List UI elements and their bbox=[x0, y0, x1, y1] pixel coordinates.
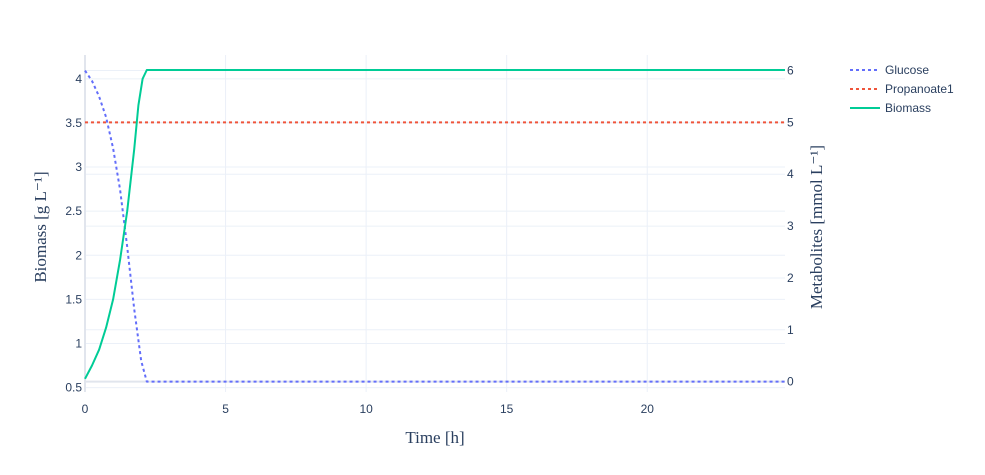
y-left-tick-label: 2 bbox=[75, 248, 82, 262]
y-right-tick-label: 2 bbox=[787, 271, 794, 285]
y-left-axis-ticks: 0.5 1 1.5 2 2.5 3 3.5 4 bbox=[65, 72, 82, 395]
legend-item-glucose[interactable]: Glucose bbox=[850, 63, 929, 77]
legend-item-biomass[interactable]: Biomass bbox=[850, 101, 931, 115]
legend-label: Propanoate1 bbox=[885, 82, 954, 96]
y-right-tick-label: 0 bbox=[787, 375, 794, 389]
y-right-tick-label: 1 bbox=[787, 323, 794, 337]
x-tick-label: 10 bbox=[359, 402, 373, 416]
y-left-tick-label: 1 bbox=[75, 336, 82, 350]
x-axis-title: Time [h] bbox=[405, 428, 464, 447]
y-left-axis-title: Biomass [g L⁻¹] bbox=[31, 171, 50, 282]
y-left-tick-label: 0.5 bbox=[65, 381, 82, 395]
y-right-tick-label: 3 bbox=[787, 219, 794, 233]
y-left-tick-label: 3.5 bbox=[65, 116, 82, 130]
x-tick-label: 20 bbox=[641, 402, 655, 416]
legend-item-propanoate1[interactable]: Propanoate1 bbox=[850, 82, 954, 96]
series-line-biomass[interactable] bbox=[84, 69, 785, 380]
legend: Glucose Propanoate1 Biomass bbox=[850, 63, 954, 115]
legend-label: Glucose bbox=[885, 63, 929, 77]
y-left-tick-label: 4 bbox=[75, 72, 82, 86]
y-right-axis-ticks: 0 1 2 3 4 5 6 bbox=[787, 64, 794, 389]
y-right-tick-label: 5 bbox=[787, 115, 794, 129]
gridlines bbox=[85, 55, 785, 392]
x-tick-label: 5 bbox=[222, 402, 229, 416]
x-tick-label: 0 bbox=[82, 402, 89, 416]
zero-lines bbox=[84, 55, 785, 392]
y-left-tick-label: 2.5 bbox=[65, 204, 82, 218]
x-axis-ticks: 0 5 10 15 20 bbox=[82, 402, 655, 416]
plot-area[interactable] bbox=[84, 69, 785, 383]
y-right-tick-label: 6 bbox=[787, 64, 794, 78]
y-right-axis-title: Metabolites [mmol L⁻¹] bbox=[807, 145, 826, 309]
y-right-tick-label: 4 bbox=[787, 167, 794, 181]
y-left-tick-label: 3 bbox=[75, 160, 82, 174]
legend-label: Biomass bbox=[885, 101, 931, 115]
y-left-tick-label: 1.5 bbox=[65, 292, 82, 306]
x-tick-label: 15 bbox=[500, 402, 514, 416]
